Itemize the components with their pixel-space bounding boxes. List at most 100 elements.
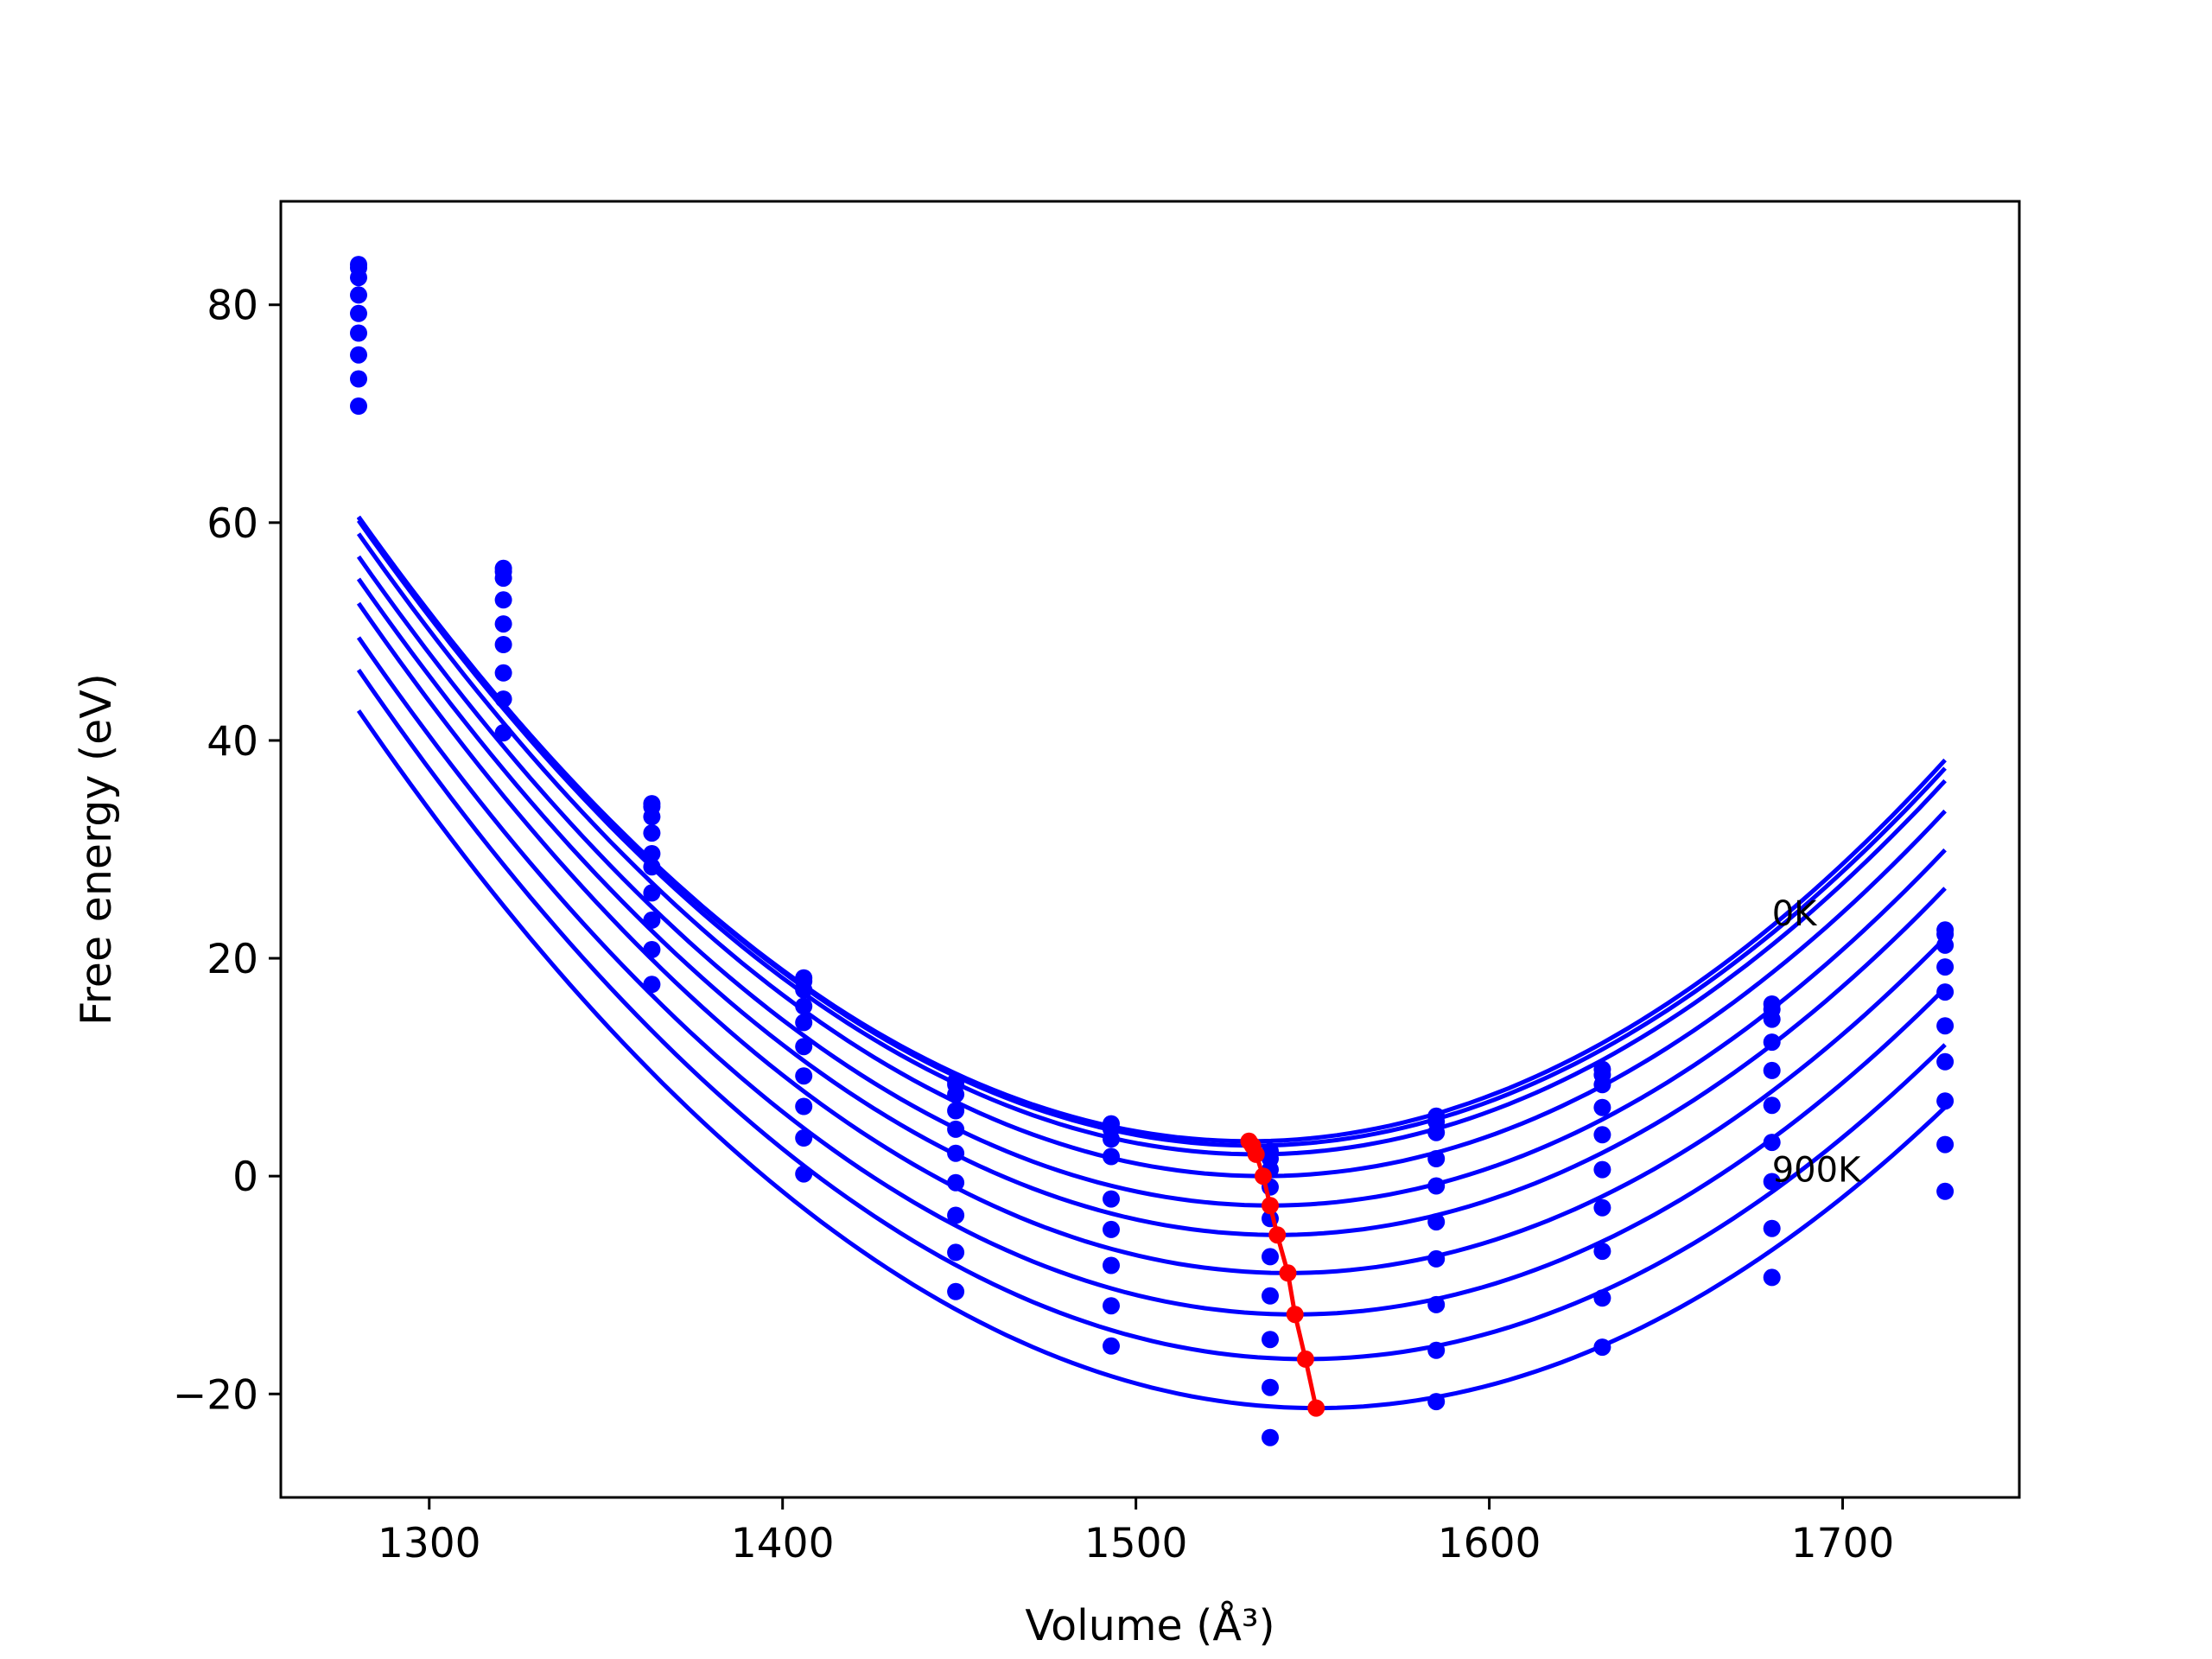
data-point-8-11 (1936, 1092, 1955, 1110)
data-point-7-3 (643, 884, 661, 902)
data-point-10-4 (795, 1165, 813, 1183)
x-tick-label-1300: 1300 (378, 1520, 481, 1567)
data-point-4-1 (350, 286, 367, 304)
data-point-9-7 (1262, 1378, 1279, 1396)
fit-curve-3 (356, 518, 1947, 1157)
y-axis-title: Free energy (eV) (72, 673, 121, 1026)
data-point-9-9 (1593, 1289, 1611, 1307)
data-point-10-3 (643, 976, 661, 994)
data-point-10-8 (1427, 1393, 1446, 1411)
data-point-5-4 (795, 1014, 813, 1032)
data-point-5-5 (947, 1120, 965, 1138)
data-point-7-7 (1262, 1287, 1279, 1305)
data-point-3-11 (1936, 936, 1955, 954)
annotations: 0K 900K (1772, 894, 1862, 1190)
annotation-1: 0K (1772, 894, 1818, 934)
y-tick-label-1: 0 (232, 1154, 258, 1201)
minimum-point-7 (1279, 1264, 1297, 1282)
data-point-7-6 (1103, 1256, 1120, 1274)
data-point-10-11 (1936, 1182, 1955, 1200)
data-point-7-8 (1427, 1249, 1446, 1268)
data-point-3-9 (1593, 1076, 1611, 1094)
plot-frame (279, 200, 2021, 1499)
data-point-4-6 (1103, 1147, 1120, 1166)
data-point-8-3 (643, 911, 661, 929)
data-point-4-4 (795, 997, 813, 1015)
minimum-point-9 (1296, 1350, 1314, 1368)
minimum-point-4 (1254, 1167, 1272, 1185)
data-point-7-5 (947, 1173, 965, 1192)
data-point-9-8 (1427, 1341, 1446, 1359)
data-point-9-4 (795, 1129, 813, 1147)
data-point-10-10 (1763, 1268, 1781, 1287)
data-point-3-8 (1427, 1123, 1446, 1141)
data-point-4-10 (1763, 1033, 1781, 1052)
minima-trace (1240, 1132, 1325, 1417)
fit-curve-4 (356, 532, 1947, 1179)
data-point-4-11 (1936, 958, 1955, 976)
x-tick-label-1700: 1700 (1791, 1520, 1895, 1567)
y-tick-label-0: −20 (173, 1371, 258, 1419)
y-tick-label-3: 40 (207, 718, 258, 766)
data-point-6-10 (1763, 1096, 1781, 1115)
data-point-6-6 (1103, 1220, 1120, 1238)
data-points (350, 256, 1955, 1446)
fit-curve-10 (356, 709, 1947, 1411)
data-point-7-1 (350, 346, 367, 364)
data-point-9-11 (1936, 1135, 1955, 1154)
fit-curve-7 (356, 601, 1947, 1275)
data-point-5-10 (1763, 1061, 1781, 1079)
x-tick-label-1400: 1400 (731, 1520, 835, 1567)
minimum-point-6 (1268, 1226, 1287, 1244)
data-point-5-11 (1936, 983, 1955, 1001)
fit-curve-2 (356, 515, 1947, 1148)
data-point-9-10 (1763, 1219, 1781, 1237)
data-point-6-8 (1427, 1213, 1446, 1231)
data-point-8-6 (1103, 1297, 1120, 1315)
x-tick-label-1500: 1500 (1084, 1520, 1188, 1567)
data-point-3-5 (947, 1085, 965, 1103)
x-tick-label-1600: 1600 (1438, 1520, 1541, 1567)
data-point-7-9 (1593, 1198, 1611, 1217)
data-point-7-2 (494, 664, 512, 682)
x-axis-title: Volume (Å³) (1025, 1599, 1274, 1650)
data-point-5-2 (494, 615, 512, 633)
data-point-4-5 (947, 1102, 965, 1120)
fit-curve-8 (356, 636, 1947, 1317)
data-point-6-2 (494, 636, 512, 653)
data-point-7-11 (1936, 1052, 1955, 1071)
data-point-5-9 (1593, 1126, 1611, 1144)
annotation-2: 900K (1772, 1150, 1862, 1190)
data-point-4-8 (1427, 1150, 1446, 1167)
data-point-8-10 (1763, 1173, 1781, 1191)
data-point-7-4 (795, 1067, 813, 1085)
fit-curve-6 (356, 577, 1947, 1237)
data-point-10-5 (947, 1282, 965, 1300)
minimum-point-10 (1307, 1399, 1325, 1417)
data-point-10-7 (1262, 1428, 1279, 1446)
y-tick-label-4: 60 (207, 500, 258, 548)
data-point-6-1 (350, 324, 367, 342)
data-point-8-5 (947, 1206, 965, 1224)
data-point-3-2 (494, 569, 512, 588)
data-point-6-9 (1593, 1160, 1611, 1179)
data-point-9-2 (494, 724, 512, 742)
data-point-8-8 (1427, 1295, 1446, 1313)
data-point-4-3 (643, 824, 661, 842)
minimum-point-5 (1262, 1197, 1279, 1215)
data-point-3-1 (350, 269, 367, 287)
data-point-3-6 (1103, 1130, 1120, 1148)
data-point-6-7 (1262, 1248, 1279, 1266)
data-point-3-4 (795, 981, 813, 999)
data-point-5-8 (1427, 1177, 1446, 1195)
fit-curve-9 (356, 668, 1947, 1362)
data-point-6-11 (1936, 1017, 1955, 1035)
data-point-8-4 (795, 1097, 813, 1116)
data-point-9-6 (1103, 1337, 1120, 1355)
data-point-9-1 (350, 397, 367, 415)
fit-curve-5 (356, 555, 1947, 1208)
y-tick-label-2: 20 (207, 936, 258, 983)
x-axis-ticks: 1300 1400 1500 1600 1700 (378, 1497, 1894, 1567)
